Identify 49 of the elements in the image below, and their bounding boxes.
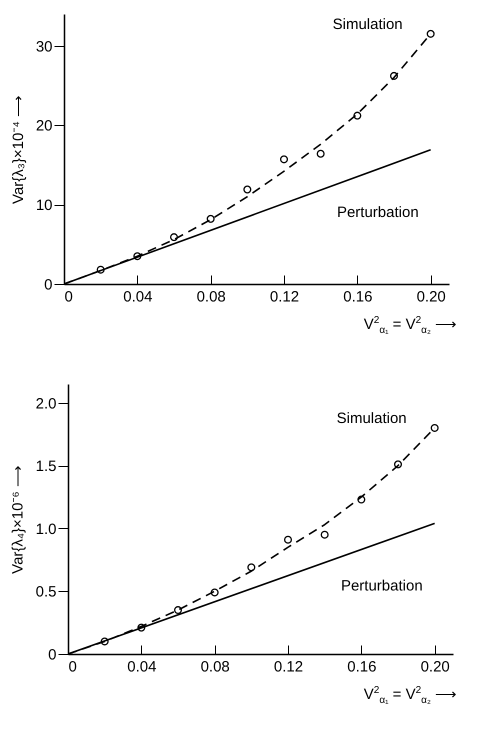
y-tick-label: 0 <box>44 276 52 294</box>
series-label: Perturbation <box>336 204 419 221</box>
point <box>210 588 219 596</box>
point <box>390 72 398 80</box>
y-tick-label: 20 <box>36 118 52 135</box>
y-tick-label: 30 <box>36 38 52 56</box>
point <box>247 563 256 572</box>
point <box>357 496 366 504</box>
x-tick-label: 0.04 <box>127 658 156 676</box>
point <box>320 530 329 539</box>
point <box>280 155 288 164</box>
point <box>284 536 292 544</box>
series-label: Simulation <box>336 410 407 427</box>
x-tick-label: 0.20 <box>420 658 450 676</box>
x-tick-label: 0.08 <box>200 658 230 676</box>
point <box>206 214 215 223</box>
x-tick-label: 0 <box>64 288 73 306</box>
y-tick-label: 10 <box>36 197 52 214</box>
y-tick-label: 1.0 <box>36 520 56 538</box>
point <box>426 30 435 38</box>
x-axis-title: V$^{2}$$_{α₁}$ = V$^{2}$$_{α₂}$ ⟶ <box>364 685 457 706</box>
point <box>316 150 325 158</box>
point <box>96 266 105 274</box>
y-tick-label: 2.0 <box>36 395 56 412</box>
y-tick-label: 0.5 <box>36 584 56 601</box>
y-tick-label: 1.5 <box>36 458 56 476</box>
x-tick-label: 0.12 <box>274 658 304 676</box>
point <box>170 233 178 242</box>
point <box>174 606 182 614</box>
point <box>243 186 252 194</box>
x-tick-label: 0.16 <box>347 658 376 676</box>
x-tick-label: 0.12 <box>270 288 300 306</box>
y-tick-label: 0 <box>48 646 56 664</box>
x-tick-label: 0.04 <box>123 288 152 306</box>
y-axis-title: Var{λ₄}×10⁻⁶ ⟶ <box>10 465 27 574</box>
series-label: Simulation <box>332 16 403 33</box>
x-tick-label: 0.20 <box>416 288 446 306</box>
point <box>353 112 362 120</box>
series-label: Perturbation <box>340 577 423 594</box>
point <box>100 637 109 646</box>
point <box>394 460 402 468</box>
point <box>133 252 142 260</box>
y-axis-title: Var{λ₃}×10⁻⁴ ⟶ <box>10 95 27 204</box>
point <box>137 624 146 632</box>
x-axis-title: V$^{2}$$_{α₁}$ = V$^{2}$$_{α₂}$ ⟶ <box>364 315 457 336</box>
point <box>430 424 439 432</box>
x-tick-label: 0.08 <box>196 288 226 306</box>
x-tick-label: 0 <box>68 658 77 676</box>
x-tick-label: 0.16 <box>343 288 372 306</box>
